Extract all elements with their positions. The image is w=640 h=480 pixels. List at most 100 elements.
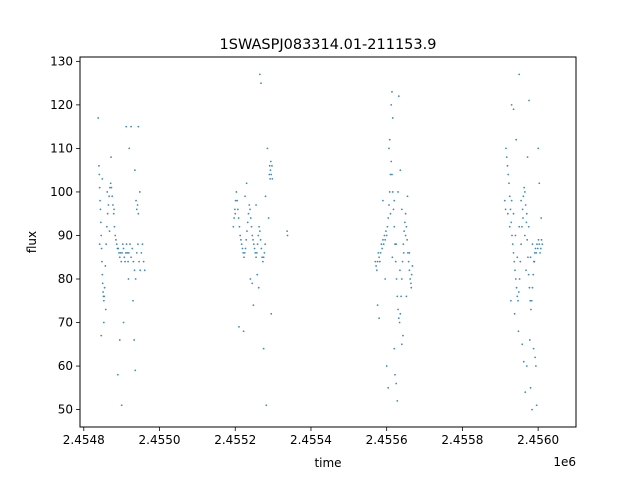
- data-point: [120, 260, 123, 263]
- data-point: [138, 191, 141, 193]
- data-point: [233, 217, 236, 219]
- data-point: [134, 169, 136, 172]
- data-point: [380, 243, 383, 246]
- data-point: [118, 251, 120, 254]
- data-point: [376, 260, 379, 263]
- data-point: [133, 339, 136, 341]
- data-point: [382, 243, 385, 246]
- data-point: [101, 260, 103, 263]
- y-tick-label: 80: [58, 272, 73, 286]
- data-point: [268, 173, 271, 176]
- data-point: [129, 243, 131, 246]
- data-point: [531, 243, 534, 246]
- data-point: [121, 251, 123, 254]
- data-point: [515, 286, 518, 289]
- data-point: [238, 225, 241, 228]
- data-point: [260, 82, 262, 85]
- data-point: [263, 251, 266, 254]
- data-point: [253, 247, 256, 250]
- data-point: [523, 186, 526, 189]
- data-point: [400, 343, 403, 346]
- data-point: [243, 256, 245, 259]
- data-point: [269, 177, 271, 180]
- data-point: [101, 177, 104, 180]
- data-point: [507, 173, 510, 176]
- data-point: [257, 286, 260, 289]
- data-point: [127, 278, 130, 280]
- data-point: [249, 278, 252, 280]
- data-point: [257, 234, 260, 237]
- data-point: [383, 234, 386, 237]
- data-point: [118, 256, 121, 259]
- data-point: [391, 256, 394, 259]
- data-point: [258, 225, 260, 228]
- data-point: [112, 204, 114, 206]
- data-point: [128, 147, 131, 150]
- data-point: [510, 199, 513, 202]
- data-point: [505, 156, 508, 159]
- data-point: [236, 199, 239, 202]
- data-point: [531, 286, 534, 289]
- data-point: [268, 164, 271, 167]
- data-point: [511, 234, 513, 237]
- data-point: [270, 173, 273, 176]
- data-point: [408, 269, 411, 272]
- data-point: [99, 208, 102, 211]
- data-point: [394, 373, 396, 376]
- data-point: [130, 125, 133, 128]
- data-point: [512, 108, 515, 111]
- data-point: [512, 251, 515, 254]
- data-point: [406, 238, 409, 241]
- data-point: [518, 73, 521, 76]
- data-point: [125, 243, 128, 246]
- y-tick-label: 60: [58, 359, 73, 373]
- data-point: [251, 282, 254, 285]
- data-point: [391, 117, 394, 119]
- data-point: [246, 230, 248, 233]
- data-point: [113, 225, 116, 228]
- data-point: [512, 212, 515, 215]
- data-point: [134, 369, 137, 372]
- data-point: [406, 195, 409, 198]
- data-point: [271, 164, 273, 167]
- data-point: [399, 312, 402, 315]
- x-tick-label: 2.4548: [63, 433, 105, 447]
- data-point: [508, 182, 510, 185]
- data-point: [540, 217, 543, 219]
- data-point: [110, 186, 113, 189]
- data-point: [405, 295, 408, 298]
- data-point: [245, 238, 248, 241]
- data-point: [131, 247, 134, 250]
- data-point: [394, 260, 397, 263]
- data-point: [506, 212, 509, 215]
- data-point: [390, 103, 393, 106]
- x-tick-label: 2.4556: [366, 433, 408, 447]
- data-point: [260, 247, 263, 250]
- data-point: [243, 251, 246, 254]
- data-point: [109, 186, 111, 189]
- data-point: [390, 160, 393, 163]
- data-point: [403, 221, 406, 224]
- data-point: [401, 260, 404, 263]
- y-axis-label: flux: [25, 231, 39, 253]
- data-point: [528, 339, 531, 341]
- data-point: [137, 125, 140, 128]
- data-point: [245, 182, 248, 185]
- y-tick-label: 50: [58, 403, 73, 417]
- data-point: [510, 103, 513, 106]
- data-point: [525, 212, 528, 215]
- data-point: [531, 408, 533, 411]
- y-tick-label: 70: [58, 316, 73, 330]
- x-axis-ticks: 2.4548 2.4550 2.4552 2.4554 2.4556 2.4558 2.45…: [63, 427, 559, 447]
- data-point: [508, 225, 511, 228]
- data-point: [261, 256, 264, 259]
- data-point: [384, 278, 387, 280]
- data-point: [388, 204, 390, 206]
- data-point: [505, 147, 507, 150]
- data-point: [540, 238, 543, 241]
- x-tick-label: 2.4550: [139, 433, 181, 447]
- y-tick-label: 130: [50, 54, 73, 68]
- data-point: [234, 199, 237, 202]
- data-point: [135, 251, 138, 254]
- data-point: [396, 399, 399, 402]
